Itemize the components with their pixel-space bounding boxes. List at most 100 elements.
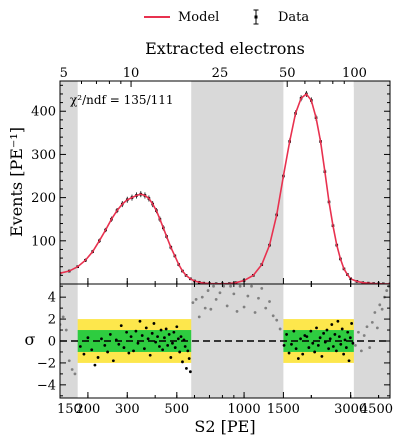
residual-point xyxy=(346,330,350,334)
residual-y-tick-label: 2 xyxy=(48,313,56,328)
residual-point xyxy=(82,352,86,356)
residual-point xyxy=(167,333,171,336)
residual-point xyxy=(140,334,144,337)
main-y-label: Events [PE⁻¹] xyxy=(7,127,26,237)
residual-point xyxy=(316,343,320,347)
residual-point xyxy=(138,319,142,323)
residual-point xyxy=(176,337,180,341)
residual-point-outside xyxy=(73,372,77,376)
residual-point xyxy=(178,350,182,354)
residual-point xyxy=(337,335,341,339)
residual-y-tick-label: 4 xyxy=(48,291,56,306)
residual-point xyxy=(173,346,177,349)
x-tick-label: 500 xyxy=(164,402,189,417)
main-y-tick-label: 400 xyxy=(31,105,56,120)
residual-point-outside xyxy=(197,315,201,319)
residual-point xyxy=(156,335,159,339)
residual-point xyxy=(152,322,156,325)
residual-point xyxy=(163,336,166,340)
main-excluded-region xyxy=(191,81,284,284)
top-axis-tick-label: 5 xyxy=(60,66,68,81)
residual-point xyxy=(150,331,154,335)
residual-point xyxy=(86,336,90,340)
main-panel: 100 200 300 400 χ²/ndf = 135/111 Events [PE… xyxy=(7,80,391,285)
residual-point xyxy=(122,346,126,349)
residual-point xyxy=(148,353,152,357)
residual-point xyxy=(311,341,315,345)
residual-point-outside xyxy=(209,307,213,311)
residual-point xyxy=(287,351,291,355)
residual-point-outside xyxy=(359,349,363,353)
residual-point xyxy=(159,328,163,332)
residual-point xyxy=(343,338,347,342)
residual-point xyxy=(290,342,293,346)
residual-point xyxy=(307,346,311,349)
residual-point xyxy=(132,349,135,353)
residual-point xyxy=(347,359,351,363)
x-tick-label: 3000 xyxy=(334,402,367,417)
residual-point xyxy=(117,342,121,346)
residual-point xyxy=(154,340,158,344)
residual-point xyxy=(119,324,123,328)
x-axis-label: S2 [PE] xyxy=(194,417,255,436)
residual-point-outside xyxy=(61,315,65,319)
residual-point-outside xyxy=(253,311,257,314)
residual-point-outside xyxy=(212,284,215,288)
residual-point xyxy=(292,329,296,333)
residual-point-outside xyxy=(250,284,253,288)
residual-point xyxy=(90,348,94,352)
residual-point-outside xyxy=(368,346,372,349)
residual-point xyxy=(350,322,354,325)
residual-point-outside xyxy=(235,310,239,313)
top-axis-title: Extracted electrons xyxy=(145,39,305,58)
residual-point xyxy=(318,336,322,340)
residual-point xyxy=(146,337,150,341)
residual-point-outside xyxy=(370,320,374,324)
x-tick-label: 200 xyxy=(75,402,100,417)
residual-point xyxy=(93,363,97,367)
residual-point-outside xyxy=(246,294,250,298)
residual-point xyxy=(327,347,331,351)
residual-point-outside xyxy=(206,289,210,292)
residual-point xyxy=(175,325,179,329)
residual-y-tick-label: −2 xyxy=(37,356,56,371)
legend-data-label: Data xyxy=(278,10,309,25)
residual-point xyxy=(183,345,187,348)
residual-point-outside xyxy=(362,334,366,337)
residual-point xyxy=(323,340,327,344)
top-axis-tick-label: 25 xyxy=(212,66,229,81)
top-axis-tick-label: 10 xyxy=(123,66,140,81)
residual-point xyxy=(143,347,146,351)
residual-point xyxy=(114,338,118,342)
main-excluded-region xyxy=(353,81,390,284)
residual-point xyxy=(144,326,148,330)
residual-point xyxy=(331,345,335,348)
residual-point-outside xyxy=(257,296,260,300)
residual-point-outside xyxy=(353,343,357,347)
residual-point-outside xyxy=(264,306,268,310)
residual-point-outside xyxy=(70,368,74,371)
main-y-tick-label: 100 xyxy=(31,234,56,249)
residual-point xyxy=(172,330,176,334)
main-y-tick-label: 200 xyxy=(31,191,56,206)
residual-point-outside xyxy=(191,301,195,305)
residual-points-outside-fit xyxy=(60,284,390,376)
main-y-ticks: 100 200 300 400 xyxy=(31,84,390,276)
residual-point xyxy=(342,352,346,356)
residual-point-outside xyxy=(242,305,246,309)
residual-point-outside xyxy=(365,325,369,329)
residual-point-outside xyxy=(375,326,379,330)
x-tick-label: 4500 xyxy=(360,402,393,417)
residual-point-outside xyxy=(232,292,236,296)
residual-point-outside xyxy=(278,327,282,331)
residual-point xyxy=(285,333,288,336)
residual-y-ticks: −4 −2 0 2 4 xyxy=(37,285,390,397)
residual-point-outside xyxy=(380,307,384,311)
main-y-tick-label: 300 xyxy=(31,148,56,163)
residual-point-outside xyxy=(194,297,198,301)
residual-point-outside xyxy=(268,300,271,303)
fit-annotation: χ²/ndf = 135/111 xyxy=(70,93,174,107)
residual-point xyxy=(333,333,337,336)
residual-point xyxy=(322,331,326,335)
residual-point xyxy=(187,357,191,360)
